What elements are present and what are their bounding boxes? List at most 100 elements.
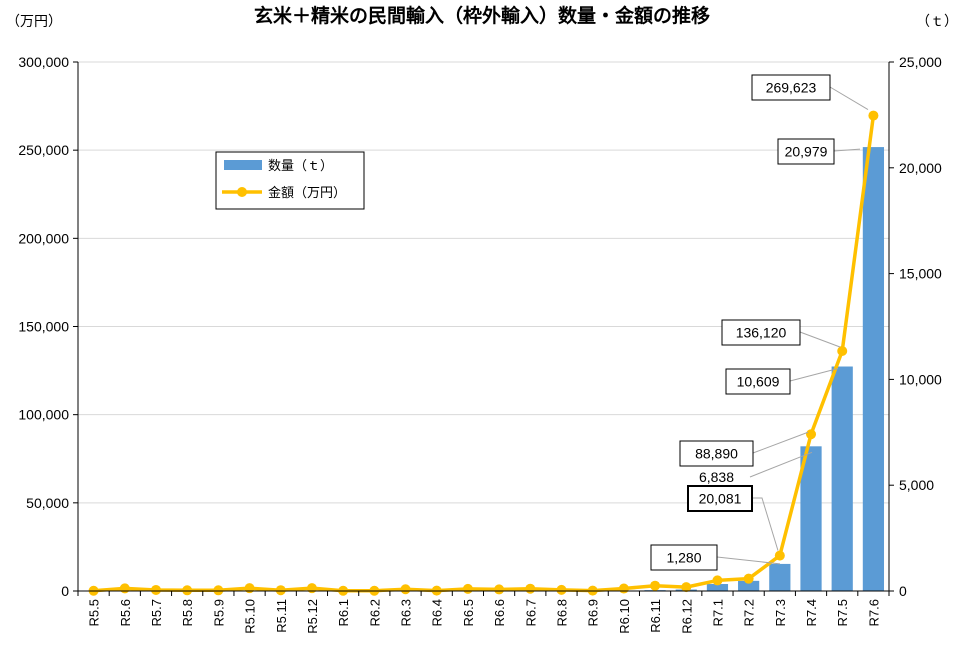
left-tick-label: 50,000 <box>26 495 69 511</box>
point-R7.6 <box>868 110 879 121</box>
category-label: R7.4 <box>804 599 819 626</box>
category-label: R6.6 <box>492 599 507 626</box>
point-R5.9 <box>213 585 224 596</box>
right-tick-label: 5,000 <box>899 477 934 493</box>
category-label: R5.6 <box>118 599 133 626</box>
data-label: 20,979 <box>785 144 828 160</box>
quantity-bars <box>82 147 885 592</box>
data-label: 10,609 <box>737 374 780 390</box>
data-label: 20,081 <box>699 491 742 507</box>
category-label: R6.12 <box>679 599 694 634</box>
point-R6.8 <box>556 584 567 595</box>
left-tick-label: 0 <box>61 583 69 599</box>
point-R5.12 <box>306 583 317 594</box>
chart-title: 玄米＋精米の民間輸入（枠外輸入）数量・金額の推移 <box>254 4 710 27</box>
callout-leader <box>752 497 779 551</box>
point-R7.3 <box>774 550 785 561</box>
point-R5.11 <box>275 585 286 596</box>
category-label: R5.10 <box>243 599 258 634</box>
data-label: 88,890 <box>695 446 738 462</box>
category-label: R7.5 <box>835 599 850 626</box>
data-label: 269,623 <box>766 80 817 96</box>
right-tick-label: 25,000 <box>899 54 942 70</box>
callout-box <box>650 544 718 571</box>
category-label: R6.3 <box>399 599 414 626</box>
category-label: R6.5 <box>461 599 476 626</box>
point-R7.4 <box>806 429 817 440</box>
data-label: 6,838 <box>699 469 734 485</box>
callout-leader <box>716 556 781 565</box>
point-R7.2 <box>743 573 754 584</box>
left-tick-label: 250,000 <box>18 142 69 158</box>
right-tick-label: 0 <box>899 583 907 599</box>
legend: 数量（ｔ） 金額（万円） <box>215 151 365 210</box>
callout-box <box>679 440 754 467</box>
right-axis-unit: （ｔ） <box>916 14 958 30</box>
category-label: R7.6 <box>866 599 881 626</box>
legend-label-quantity: 数量（ｔ） <box>268 159 333 174</box>
category-label: R7.1 <box>710 599 725 626</box>
category-label: R5.12 <box>305 599 320 634</box>
callout-box <box>725 368 791 395</box>
right-y-axis: 0 5,000 10,000 15,000 20,000 25,000 <box>888 54 942 599</box>
legend-label-amount: 金額（万円） <box>268 185 346 201</box>
data-label: 1,280 <box>666 550 701 566</box>
left-axis-unit: （万円） <box>6 14 62 30</box>
data-label: 136,120 <box>736 325 787 341</box>
callout-box <box>751 74 831 101</box>
left-y-axis: 0 50,000 100,000 150,000 200,000 250,000 300,0… <box>18 54 79 599</box>
point-R5.10 <box>244 583 255 594</box>
point-R7.5 <box>837 345 848 356</box>
category-label: R7.2 <box>742 599 757 626</box>
category-label: R6.4 <box>430 599 445 626</box>
bar-R7.2 <box>738 580 760 591</box>
callout-leader <box>789 368 839 382</box>
left-tick-label: 200,000 <box>18 230 69 246</box>
legend-swatch-quantity <box>224 160 262 170</box>
amount-line <box>88 110 879 596</box>
gridlines <box>78 61 889 504</box>
legend-marker-amount <box>237 187 247 197</box>
category-label: R5.9 <box>211 599 226 626</box>
point-R7.1 <box>712 575 723 586</box>
category-label: R6.10 <box>617 599 632 634</box>
right-tick-label: 15,000 <box>899 266 942 282</box>
bar-R7.3 <box>769 563 791 591</box>
point-R5.6 <box>119 583 130 594</box>
category-label: R6.2 <box>367 599 382 626</box>
point-R5.8 <box>182 585 193 596</box>
category-label: R5.5 <box>87 599 102 626</box>
callout-leader <box>799 331 841 348</box>
category-label: R5.8 <box>180 599 195 626</box>
callout-leader <box>752 431 809 454</box>
bar-R7.4 <box>800 446 822 591</box>
right-tick-label: 10,000 <box>899 371 942 387</box>
point-R6.3 <box>400 584 411 595</box>
bar-R7.1 <box>706 584 729 591</box>
category-label: R5.7 <box>149 599 164 626</box>
point-R6.7 <box>525 583 536 594</box>
data-labels: 269,623 20,979 136,120 10,609 88,890 6,838 20,… <box>650 74 869 571</box>
point-R6.11 <box>650 580 661 591</box>
category-label: R7.3 <box>773 599 788 626</box>
point-R6.12 <box>681 582 692 593</box>
callout-leader <box>829 86 869 110</box>
x-axis: R5.5 R5.6 R5.7 R5.8 R5.9 R5.10 R5.11 R5.12 R6.1 R… <box>77 590 890 634</box>
left-tick-label: 150,000 <box>18 319 69 335</box>
point-R6.5 <box>462 583 473 594</box>
amount-line-path <box>93 115 876 593</box>
callout-leader <box>833 148 861 152</box>
point-R6.10 <box>618 583 629 594</box>
category-label: R6.8 <box>554 599 569 626</box>
right-tick-label: 20,000 <box>899 160 942 176</box>
left-tick-label: 300,000 <box>18 54 69 70</box>
category-label: R6.9 <box>586 599 601 626</box>
left-tick-label: 100,000 <box>18 407 69 423</box>
category-label: R6.7 <box>523 599 538 626</box>
callout-box <box>777 138 835 165</box>
bar-R7.6 <box>862 147 885 592</box>
callout-leader <box>749 451 813 478</box>
callout-box <box>721 319 801 346</box>
category-label: R6.1 <box>336 599 351 626</box>
